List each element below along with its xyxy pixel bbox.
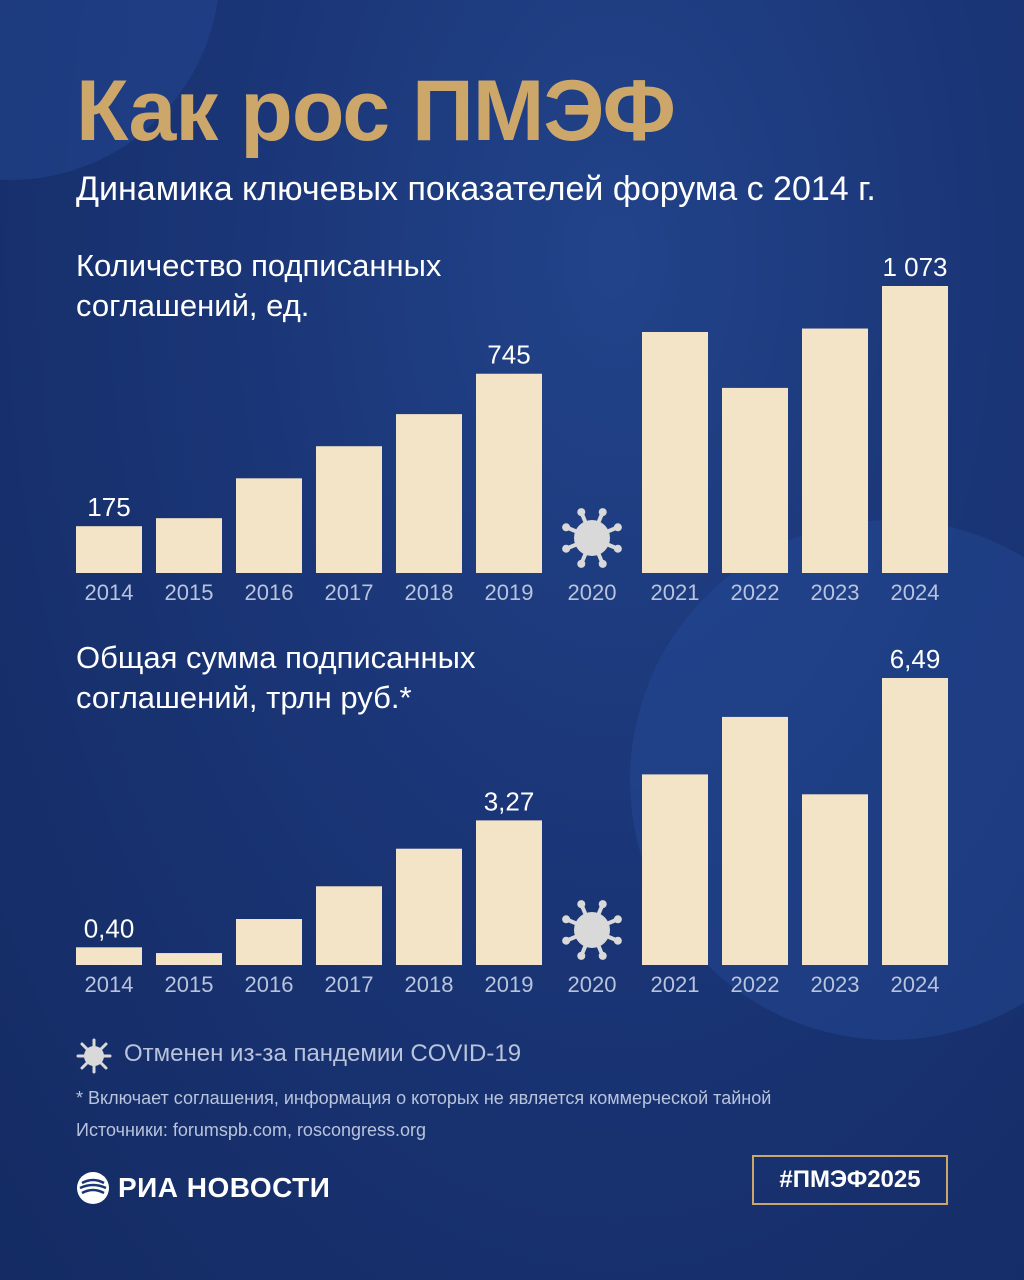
bar-2018 (396, 414, 462, 573)
virus-icon (562, 508, 622, 568)
year-label-2019: 2019 (485, 580, 534, 605)
bar-2021 (642, 332, 708, 573)
bar-2021 (642, 774, 708, 965)
year-label-2022: 2022 (731, 972, 780, 997)
data-label-2014: 0,40 (84, 913, 135, 943)
year-label-2015: 2015 (165, 580, 214, 605)
bar-2018 (396, 848, 462, 965)
bar-2019 (476, 373, 542, 573)
bar-2014 (76, 947, 142, 965)
page-subtitle: Динамика ключевых показателей форума с 2… (76, 170, 876, 208)
bar-2023 (802, 328, 868, 573)
year-label-2017: 2017 (325, 972, 374, 997)
chart-1-title: Количество подписанных соглашений, ед. (76, 248, 442, 323)
year-label-2018: 2018 (405, 580, 454, 605)
bar-2016 (236, 478, 302, 573)
logo-text: РИА НОВОСТИ (118, 1172, 331, 1203)
virus-icon (76, 1038, 112, 1074)
data-label-2019: 745 (487, 340, 530, 370)
hashtag-badge: #ПМЭФ2025 (752, 1155, 948, 1205)
sources: Источники: forumspb.com, roscongress.org (76, 1120, 426, 1140)
year-label-2016: 2016 (245, 972, 294, 997)
virus-icon (562, 900, 622, 960)
agreements-sum-chart: 0,40 2014 2015 2016 2017 2018 3,27 2019 2020 2021… (76, 644, 948, 997)
year-label-2020: 2020 (568, 580, 617, 605)
bar-2022 (722, 387, 788, 573)
bar-2024 (882, 286, 948, 573)
year-label-2022: 2022 (731, 580, 780, 605)
bar-2017 (316, 886, 382, 965)
footnote: * Включает соглашения, информация о кото… (76, 1088, 772, 1108)
year-label-2024: 2024 (891, 972, 940, 997)
bar-2024 (882, 678, 948, 965)
year-label-2023: 2023 (811, 972, 860, 997)
year-label-2017: 2017 (325, 580, 374, 605)
legend-note: Отменен из-за пандемии COVID-19 (124, 1040, 522, 1067)
data-label-2024: 6,49 (890, 644, 941, 674)
year-label-2020: 2020 (568, 972, 617, 997)
page-title: Как рос ПМЭФ (76, 63, 676, 159)
year-label-2014: 2014 (85, 580, 134, 605)
bar-2015 (156, 518, 222, 573)
year-label-2015: 2015 (165, 972, 214, 997)
agreements-count-chart: 175 2014 2015 2016 2017 2018 745 2019 2020 2021 20… (76, 252, 948, 605)
ria-logo-icon (77, 1172, 109, 1204)
bar-2017 (316, 446, 382, 573)
year-label-2014: 2014 (85, 972, 134, 997)
bar-2022 (722, 716, 788, 965)
year-label-2019: 2019 (485, 972, 534, 997)
bar-2023 (802, 794, 868, 965)
year-label-2021: 2021 (651, 972, 700, 997)
chart-2-title: Общая сумма подписанных соглашений, трлн… (76, 640, 476, 715)
year-label-2016: 2016 (245, 580, 294, 605)
bar-2016 (236, 919, 302, 965)
bar-2014 (76, 526, 142, 573)
ria-logo: РИА НОВОСТИ (76, 1168, 330, 1208)
year-label-2024: 2024 (891, 580, 940, 605)
data-label-2014: 175 (87, 492, 130, 522)
year-label-2023: 2023 (811, 580, 860, 605)
data-label-2024: 1 073 (882, 252, 947, 282)
bar-2015 (156, 953, 222, 965)
data-label-2019: 3,27 (484, 786, 535, 816)
year-label-2021: 2021 (651, 580, 700, 605)
year-label-2018: 2018 (405, 972, 454, 997)
bar-2019 (476, 820, 542, 965)
